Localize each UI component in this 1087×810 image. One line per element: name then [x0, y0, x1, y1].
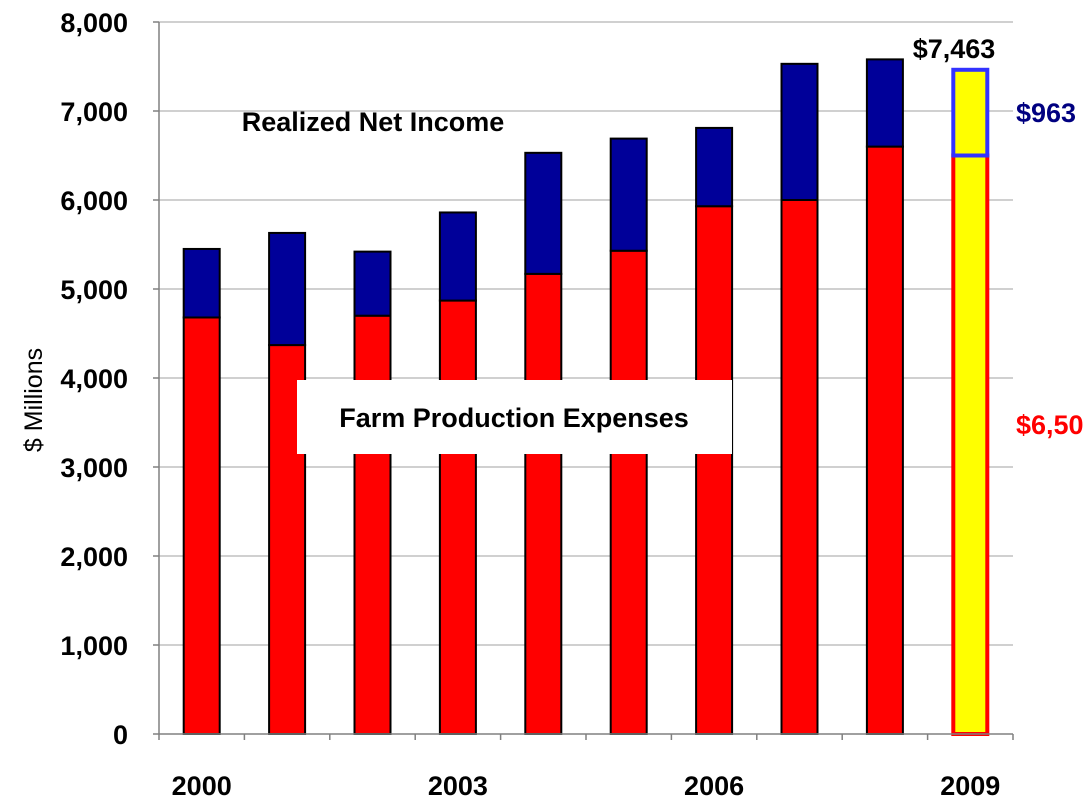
- y-axis-label: $ Millions: [20, 348, 48, 452]
- y-tick-label: 4,000: [60, 364, 128, 394]
- bar-income-2003: [438, 211, 477, 302]
- bar-expenses-2005: [609, 249, 648, 735]
- bar-income-2002: [353, 250, 392, 317]
- y-tick-label: 6,000: [60, 186, 128, 216]
- bar-income-2007: [780, 62, 819, 201]
- y-tick-label: 0: [113, 720, 128, 750]
- y-tick-label: 2,000: [60, 542, 128, 572]
- y-tick-label: 1,000: [60, 631, 128, 661]
- y-tick-label: 5,000: [60, 275, 128, 305]
- annotation-farm-production-expenses: Farm Production Expenses: [339, 403, 689, 433]
- bar-expenses-2007: [780, 199, 819, 735]
- bar-income-2001: [268, 231, 307, 347]
- bar-expenses-2006: [695, 205, 734, 736]
- bar-income-2006: [695, 126, 734, 208]
- bar-income-2000: [182, 247, 221, 319]
- bar-expenses-2004: [524, 272, 563, 735]
- y-tick-label: 8,000: [60, 8, 128, 38]
- x-tick-label-2006: 2006: [684, 771, 744, 801]
- bar-income-2009: [951, 67, 990, 158]
- bar-income-2004: [524, 151, 563, 275]
- annotation-income-2009: $963: [1016, 98, 1076, 128]
- axes: 0 1,000 2,000 3,000 4,000 5,000 6,000 7,000 8,00…: [60, 8, 1014, 801]
- bars: [182, 58, 990, 736]
- bar-income-2008: [865, 58, 904, 148]
- bar-expenses-2009: [951, 153, 990, 736]
- annotation-background: [297, 380, 732, 454]
- bar-expenses-2003: [438, 299, 477, 735]
- annotation-expenses-2009: $6,50: [1016, 410, 1084, 440]
- bar-expenses-2000: [182, 316, 221, 735]
- x-tick-label-2003: 2003: [428, 771, 488, 801]
- annotation-total-2009: $7,463: [913, 34, 996, 64]
- x-tick-label-2009: 2009: [940, 771, 1000, 801]
- annotation-realized-net-income: Realized Net Income: [242, 107, 505, 137]
- bar-expenses-2002: [353, 314, 392, 735]
- bar-income-2005: [609, 137, 648, 252]
- x-tick-label-2000: 2000: [172, 771, 232, 801]
- y-tick-label: 3,000: [60, 453, 128, 483]
- bar-expenses-2008: [865, 145, 904, 736]
- y-tick-label: 7,000: [60, 97, 128, 127]
- labels: $ Millions Farm Production Expenses Real…: [20, 34, 1084, 454]
